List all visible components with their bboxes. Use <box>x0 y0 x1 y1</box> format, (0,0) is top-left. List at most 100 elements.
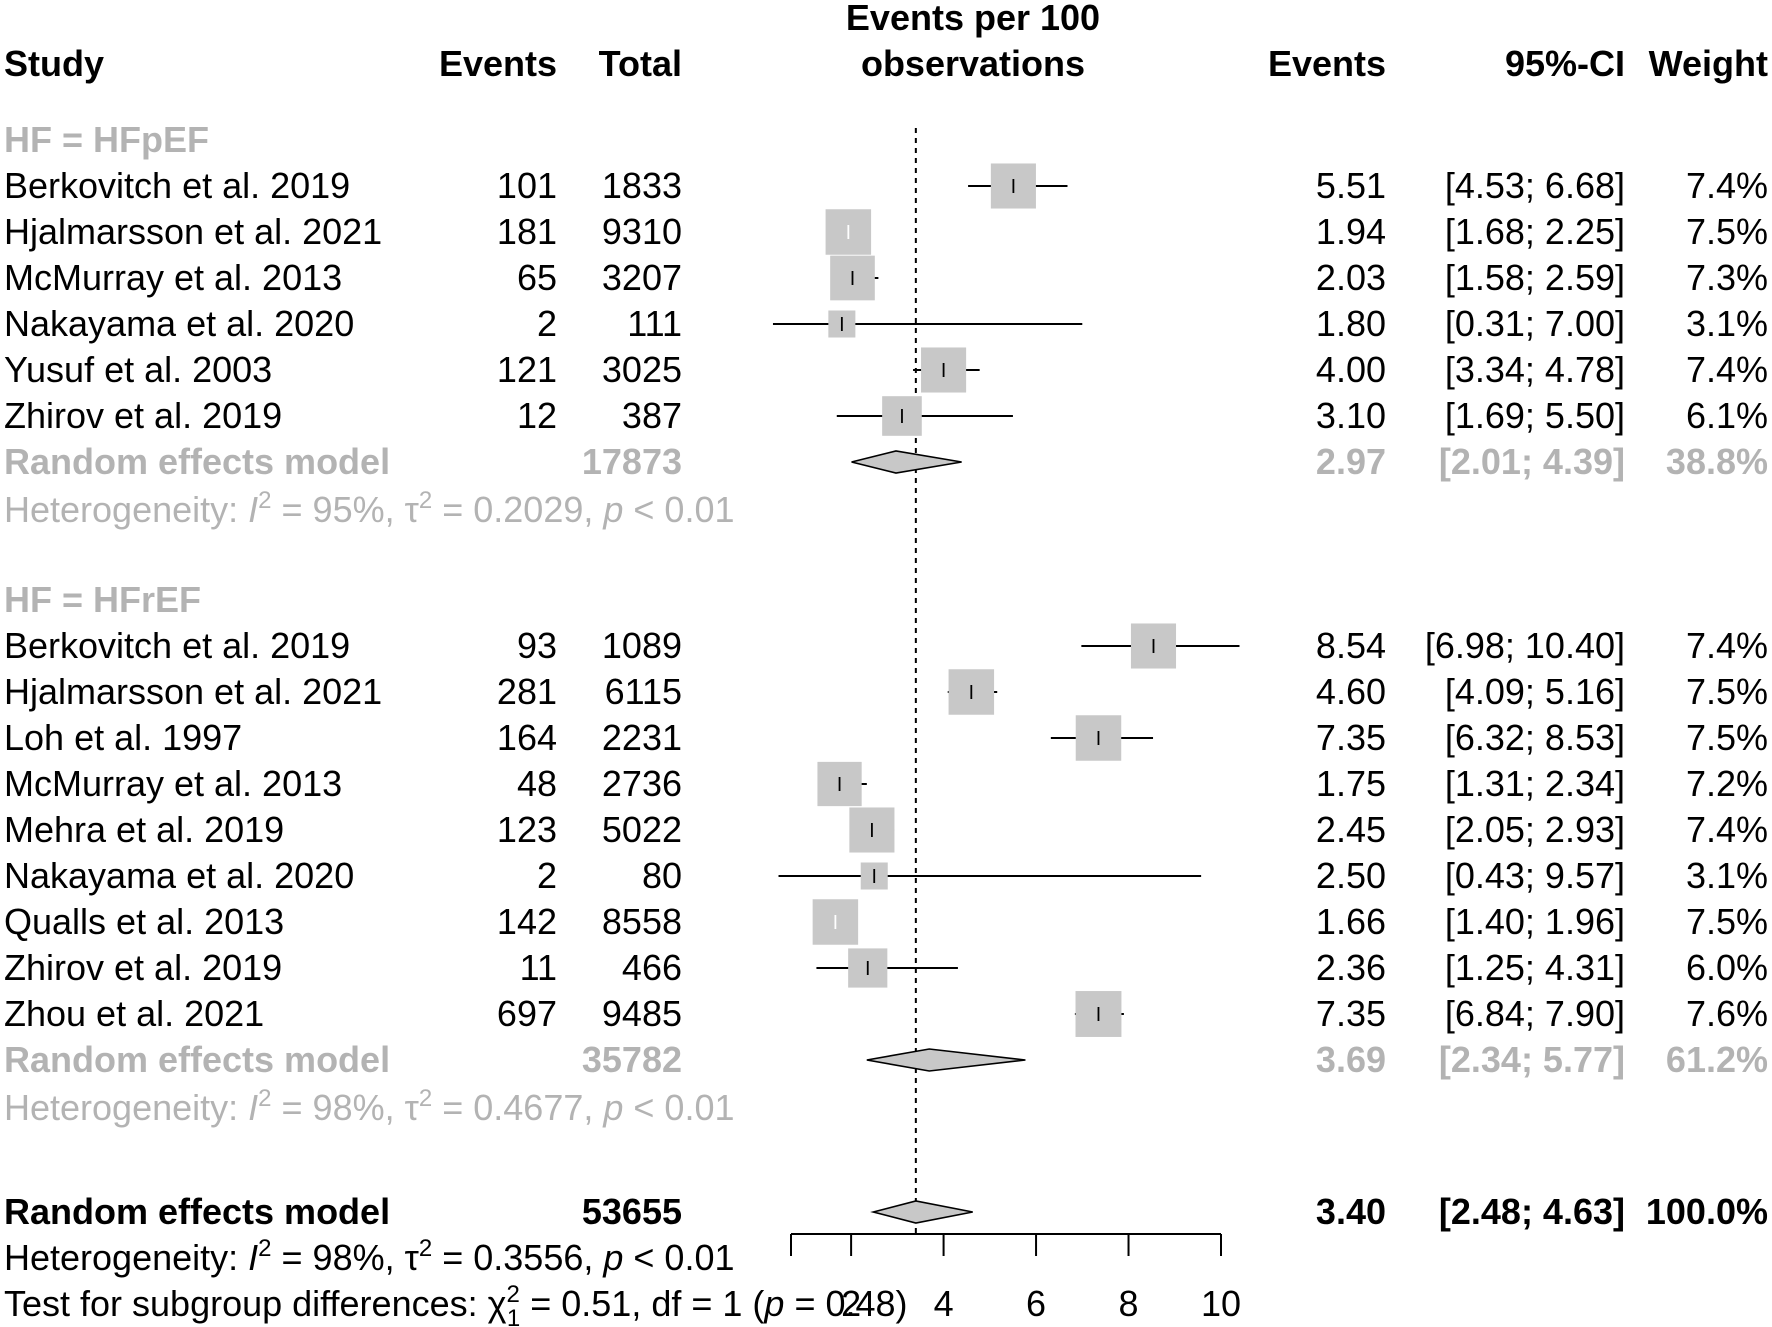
study-total: 387 <box>622 395 682 436</box>
study-estimate: 4.60 <box>1316 671 1386 712</box>
het-sup: 2 <box>419 1085 432 1112</box>
study-events: 121 <box>497 349 557 390</box>
study-estimate: 8.54 <box>1316 625 1386 666</box>
header-weight: Weight <box>1649 43 1768 84</box>
study-name: Zhirov et al. 2019 <box>4 395 282 436</box>
study-name: Nakayama et al. 2020 <box>4 855 354 896</box>
study-total: 111 <box>627 303 682 344</box>
study-events: 65 <box>517 257 557 298</box>
het-tau2-value: = 0.3556, <box>432 1237 603 1278</box>
study-name: Berkovitch et al. 2019 <box>4 165 350 206</box>
study-ci: [0.43; 9.57] <box>1445 855 1625 896</box>
overall-ci: [2.48; 4.63] <box>1439 1191 1625 1232</box>
overall-heterogeneity: Heterogeneity: I2 = 98%, τ2 = 0.3556, p … <box>4 1235 734 1278</box>
study-name: McMurray et al. 2013 <box>4 763 342 804</box>
study-estimate: 7.35 <box>1316 993 1386 1034</box>
subgroup-heterogeneity: Heterogeneity: I2 = 98%, τ2 = 0.4677, p … <box>4 1085 734 1128</box>
x-tick-label: 10 <box>1201 1283 1241 1324</box>
study-name: Qualls et al. 2013 <box>4 901 284 942</box>
plot-marks <box>772 128 1240 1234</box>
study-estimate: 2.50 <box>1316 855 1386 896</box>
study-events: 123 <box>497 809 557 850</box>
study-ci: [1.40; 1.96] <box>1445 901 1625 942</box>
study-weight: 6.1% <box>1686 395 1768 436</box>
study-name: Loh et al. 1997 <box>4 717 242 758</box>
summary-label: Random effects model <box>4 1039 390 1080</box>
study-events: 697 <box>497 993 557 1034</box>
study-total: 3025 <box>602 349 682 390</box>
study-events: 93 <box>517 625 557 666</box>
summary-total: 35782 <box>582 1039 682 1080</box>
study-weight: 7.6% <box>1686 993 1768 1034</box>
study-events: 2 <box>537 855 557 896</box>
summary-ci: [2.34; 5.77] <box>1439 1039 1625 1080</box>
het-prefix: Heterogeneity: <box>4 489 248 530</box>
study-estimate: 1.94 <box>1316 211 1386 252</box>
study-events: 164 <box>497 717 557 758</box>
study-total: 3207 <box>602 257 682 298</box>
study-weight: 7.4% <box>1686 349 1768 390</box>
overall-label: Random effects model <box>4 1191 390 1232</box>
study-total: 2231 <box>602 717 682 758</box>
header-axis-line2: observations <box>861 43 1085 84</box>
subgroup-summary-diamond <box>866 1048 1026 1072</box>
study-events: 2 <box>537 303 557 344</box>
het-prefix: Heterogeneity: <box>4 1237 248 1278</box>
study-name: Zhirov et al. 2019 <box>4 947 282 988</box>
subgroup-test: Test for subgroup differences: χ2 1 = 0.5… <box>4 1281 908 1327</box>
study-ci: [3.34; 4.78] <box>1445 349 1625 390</box>
het-tau2-value: = 0.4677, <box>432 1087 603 1128</box>
study-name: Yusuf et al. 2003 <box>4 349 272 390</box>
het-sup: 2 <box>258 1235 271 1262</box>
study-estimate: 4.00 <box>1316 349 1386 390</box>
study-events: 12 <box>517 395 557 436</box>
study-estimate: 5.51 <box>1316 165 1386 206</box>
summary-estimate: 3.69 <box>1316 1039 1386 1080</box>
header-ci: 95%-CI <box>1505 43 1625 84</box>
summary-weight: 61.2% <box>1666 1039 1768 1080</box>
het-i2-value: = 98%, <box>272 1087 405 1128</box>
study-ci: [2.05; 2.93] <box>1445 809 1625 850</box>
het-i: I <box>248 489 258 530</box>
het-i2-value: = 98%, <box>272 1237 405 1278</box>
study-events: 281 <box>497 671 557 712</box>
study-ci: [4.09; 5.16] <box>1445 671 1625 712</box>
study-name: Hjalmarsson et al. 2021 <box>4 211 382 252</box>
het-i: I <box>248 1237 258 1278</box>
het-p: p <box>602 1237 623 1278</box>
x-tick-label: 8 <box>1119 1283 1139 1324</box>
study-total: 80 <box>642 855 682 896</box>
study-events: 11 <box>520 947 557 988</box>
study-estimate: 1.66 <box>1316 901 1386 942</box>
header-events: Events <box>439 43 557 84</box>
study-estimate: 2.36 <box>1316 947 1386 988</box>
het-sup: 2 <box>258 487 271 514</box>
test-p: p <box>763 1283 784 1324</box>
study-ci: [1.25; 4.31] <box>1445 947 1625 988</box>
x-axis: 2 4 6 8 10 <box>790 1233 1241 1324</box>
subgroup-summary-diamond <box>851 450 962 474</box>
study-ci: [4.53; 6.68] <box>1445 165 1625 206</box>
study-ci: [6.32; 8.53] <box>1445 717 1625 758</box>
overall-total: 53655 <box>582 1191 682 1232</box>
het-i2-value: = 95%, <box>272 489 405 530</box>
summary-label: Random effects model <box>4 441 390 482</box>
overall-summary-diamond <box>870 1200 973 1224</box>
study-weight: 7.4% <box>1686 809 1768 850</box>
test-chi: χ <box>488 1283 507 1324</box>
het-p: p <box>602 489 623 530</box>
study-ci: [1.68; 2.25] <box>1445 211 1625 252</box>
het-tau: τ <box>405 489 419 530</box>
study-ci: [1.69; 5.50] <box>1445 395 1625 436</box>
study-name: Berkovitch et al. 2019 <box>4 625 350 666</box>
test-p-value: = 0.48) <box>784 1283 907 1324</box>
study-estimate: 2.03 <box>1316 257 1386 298</box>
test-prefix: Test for subgroup differences: <box>4 1283 488 1324</box>
test-sup: 2 <box>507 1281 520 1308</box>
study-total: 6115 <box>605 671 682 712</box>
study-ci: [6.84; 7.90] <box>1445 993 1625 1034</box>
summary-estimate: 2.97 <box>1316 441 1386 482</box>
study-weight: 6.0% <box>1686 947 1768 988</box>
het-prefix: Heterogeneity: <box>4 1087 248 1128</box>
